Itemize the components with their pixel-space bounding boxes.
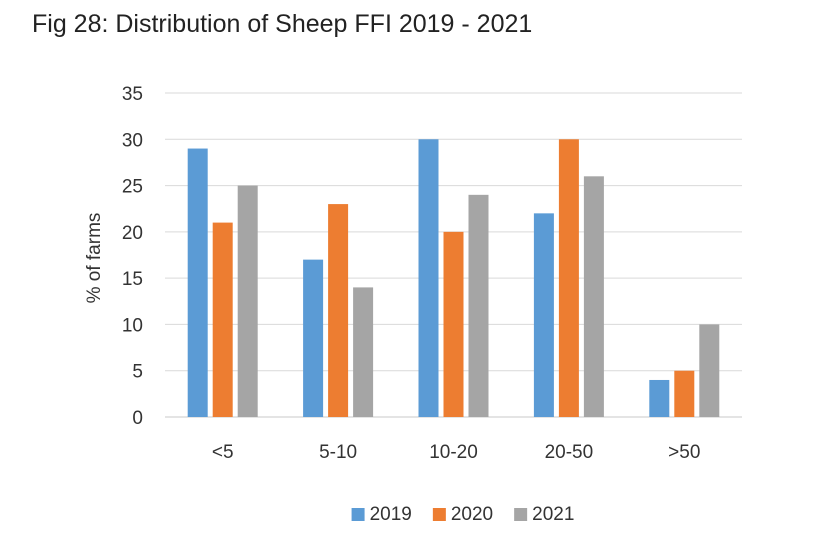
- bar-2019-<5: [187, 148, 208, 418]
- y-axis-ticks: 0 5 10 15 20 25 30 35: [122, 84, 143, 429]
- legend-label-2021: 2021: [532, 504, 574, 525]
- bar-2019-20-50: [533, 213, 554, 417]
- bar-2021-10-20: [468, 194, 489, 417]
- bar-2021-5-10: [353, 287, 374, 417]
- bar-2020-<5: [212, 222, 233, 417]
- bar-2020->50: [674, 370, 695, 417]
- bar-2021-20-50: [583, 176, 604, 417]
- x-category-label: <5: [212, 442, 234, 463]
- x-category-label: 10-20: [429, 442, 478, 463]
- y-tick-label: 25: [122, 177, 143, 198]
- y-tick-label: 20: [122, 223, 143, 244]
- y-tick-label: 35: [122, 84, 143, 105]
- y-axis-title: % of farms: [84, 213, 105, 304]
- bar-2020-5-10: [328, 204, 349, 417]
- x-category-label: 20-50: [545, 442, 594, 463]
- x-category-label: 5-10: [319, 442, 357, 463]
- bar-2021-<5: [237, 185, 258, 417]
- bar-2021->50: [699, 324, 720, 417]
- x-category-label: >50: [668, 442, 700, 463]
- bar-2019-5-10: [303, 259, 324, 417]
- legend-swatch-2019: [351, 508, 365, 521]
- legend-label-2020: 2020: [451, 504, 493, 525]
- legend-swatch-2020: [432, 508, 446, 521]
- legend-label-2019: 2019: [370, 504, 412, 525]
- chart-title: Fig 28: Distribution of Sheep FFI 2019 -…: [32, 10, 533, 38]
- x-axis-categories: <5 5-10 10-20 20-50 >50: [212, 442, 701, 463]
- legend: 2019 2020 2021: [351, 504, 574, 525]
- bar-2020-10-20: [443, 231, 464, 417]
- y-tick-label: 30: [122, 130, 143, 151]
- legend-swatch-2021: [514, 508, 528, 521]
- y-tick-label: 15: [122, 269, 143, 290]
- bar-2020-20-50: [558, 139, 579, 418]
- y-tick-label: 0: [132, 408, 143, 429]
- bar-2019-10-20: [418, 139, 439, 418]
- y-tick-label: 10: [122, 315, 143, 336]
- bar-2019->50: [649, 379, 670, 417]
- bars: [187, 139, 720, 418]
- y-tick-label: 5: [132, 362, 143, 383]
